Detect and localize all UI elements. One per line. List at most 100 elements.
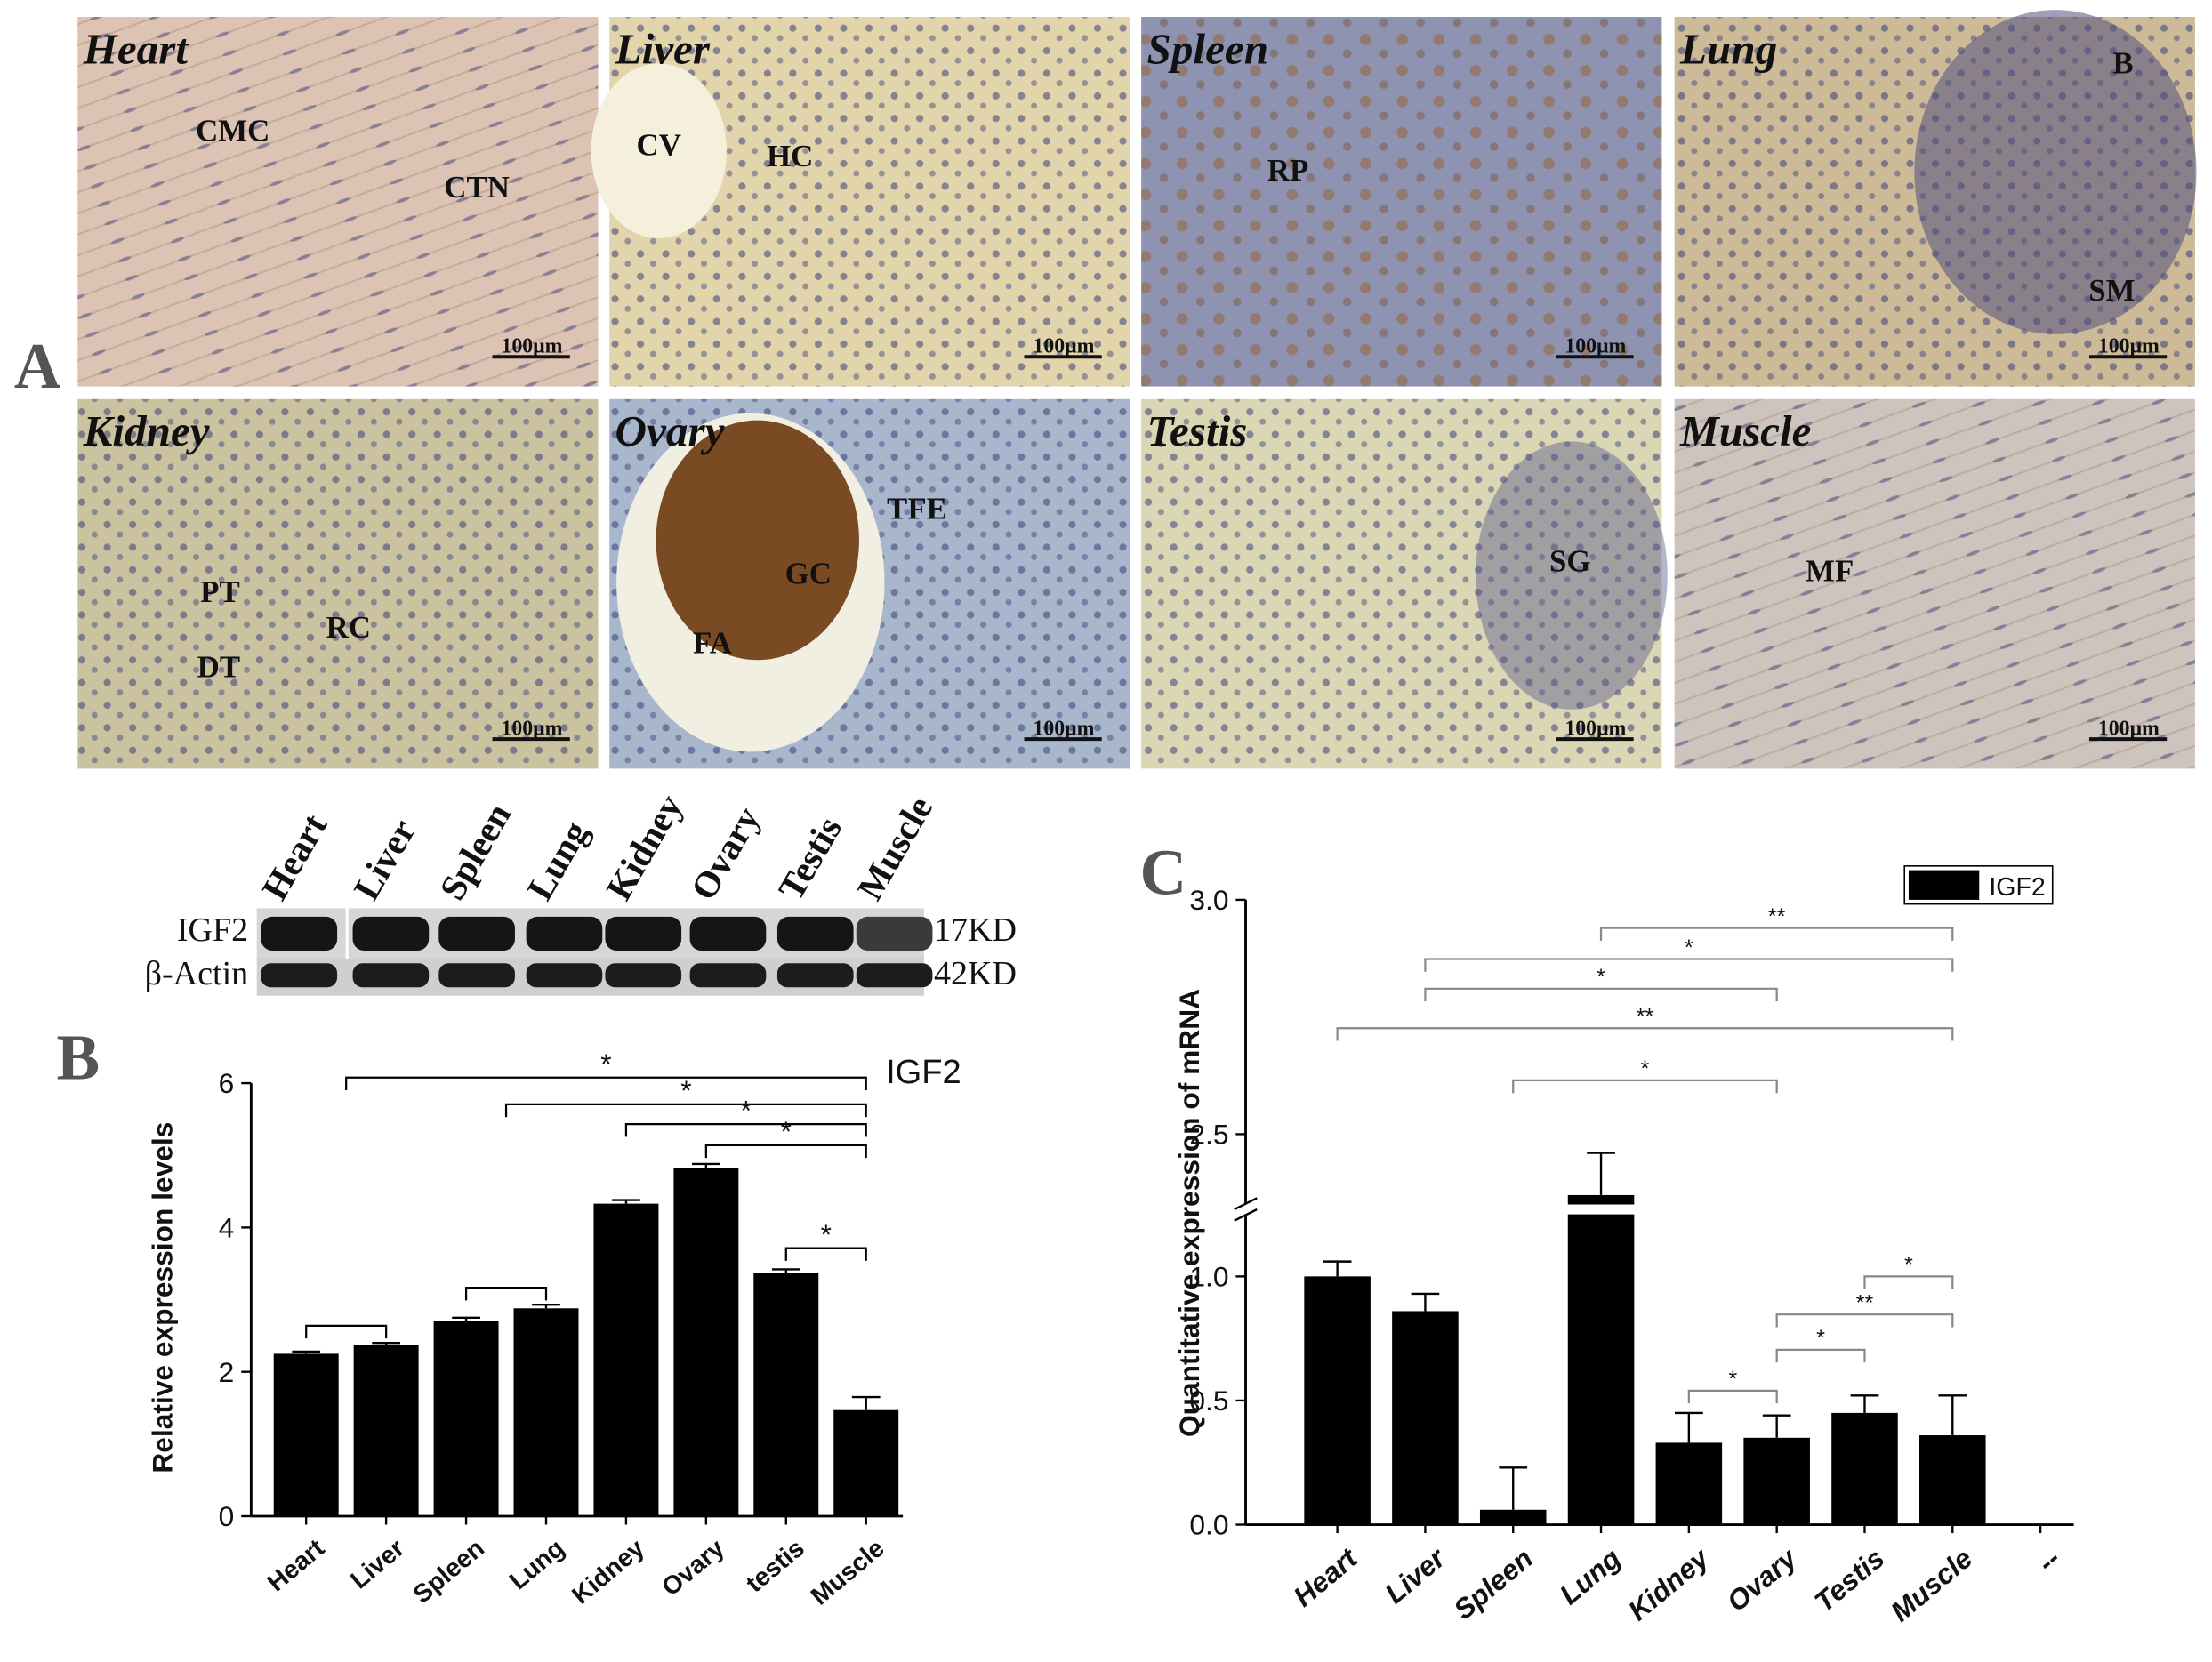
micrograph-texture bbox=[77, 398, 599, 769]
band bbox=[261, 963, 338, 988]
row-label: IGF2 bbox=[177, 911, 248, 949]
panel-title: Heart bbox=[83, 24, 189, 73]
panel-title: Ovary bbox=[615, 406, 725, 455]
error-bar bbox=[612, 1199, 640, 1204]
x-tick-label: Lung bbox=[1553, 1542, 1627, 1610]
band bbox=[352, 963, 430, 988]
y-tick-label: 4 bbox=[219, 1211, 235, 1243]
significance-label: * bbox=[821, 1218, 832, 1250]
panel-letter: B bbox=[56, 1021, 100, 1093]
y-tick-label: 0 bbox=[219, 1500, 235, 1532]
tubule bbox=[1476, 441, 1668, 710]
significance-bracket bbox=[305, 1324, 388, 1339]
band bbox=[438, 916, 515, 951]
significance-label: * bbox=[600, 1048, 611, 1080]
error-bar bbox=[1323, 1260, 1352, 1277]
micrograph-texture bbox=[1141, 17, 1662, 387]
structure-label: PT bbox=[200, 574, 240, 609]
x-tick-label: Heart bbox=[1287, 1541, 1363, 1613]
significance-bracket bbox=[345, 1076, 867, 1091]
x-tick-label: Muscle bbox=[806, 1534, 890, 1611]
error-bar bbox=[771, 1268, 800, 1273]
scale-bar-label: 100μm bbox=[2098, 335, 2160, 358]
band bbox=[689, 963, 767, 988]
micrograph-texture bbox=[1674, 398, 2195, 769]
significance-label: * bbox=[1597, 965, 1605, 990]
bar bbox=[593, 1203, 659, 1517]
bar bbox=[1392, 1311, 1459, 1525]
error-bar bbox=[1762, 1414, 1791, 1438]
x-tick-label: Muscle bbox=[1885, 1542, 1979, 1628]
structure-label: CTN bbox=[444, 170, 510, 205]
size-label: 17KD bbox=[934, 911, 1017, 949]
significance-label: * bbox=[1685, 935, 1693, 960]
bar bbox=[1479, 1509, 1547, 1525]
significance-bracket bbox=[1512, 1079, 1778, 1094]
scale-bar-label: 100μm bbox=[1564, 717, 1626, 740]
lane-label: Lung bbox=[519, 814, 596, 907]
error-bar bbox=[1850, 1394, 1879, 1413]
panel-letter: C bbox=[1140, 837, 1187, 909]
significance-label: * bbox=[1641, 1056, 1650, 1081]
structure-label: MF bbox=[1806, 553, 1854, 588]
error-bar bbox=[532, 1304, 560, 1309]
bar bbox=[1919, 1435, 1986, 1525]
structure-label: HC bbox=[767, 139, 813, 173]
x-tick-label: Kidney bbox=[567, 1534, 650, 1610]
structure-label: TFE bbox=[887, 492, 947, 526]
scale-bar-label: 100μm bbox=[1564, 335, 1626, 358]
y-tick-label: 2 bbox=[219, 1356, 235, 1388]
scale-bar-label: 100μm bbox=[1033, 717, 1094, 740]
x-tick-label: Testis bbox=[1808, 1542, 1890, 1618]
band bbox=[261, 916, 338, 951]
axis-break bbox=[1234, 1208, 1258, 1222]
significance-bracket bbox=[1424, 987, 1778, 1002]
x-tick-label: Liver bbox=[1379, 1541, 1452, 1610]
x-tick-label: Ovary bbox=[1721, 1541, 1804, 1618]
band bbox=[605, 963, 682, 988]
panel-a: A Heart CMC CTN 100μm Liver CV HC 100μm Spleen RP… bbox=[14, 10, 2197, 769]
structure-label: SM bbox=[2088, 273, 2135, 308]
error-bar bbox=[1587, 1152, 1615, 1195]
micrograph-texture bbox=[77, 17, 599, 387]
central-vein bbox=[591, 63, 727, 239]
significance-label: ** bbox=[1637, 1004, 1654, 1029]
bar bbox=[833, 1409, 899, 1517]
error-bar bbox=[1411, 1292, 1440, 1312]
scale-bar-label: 100μm bbox=[1033, 335, 1094, 358]
band bbox=[438, 963, 515, 988]
significance-bracket bbox=[1863, 1275, 1954, 1289]
x-tick-label: Lung bbox=[504, 1534, 570, 1595]
lane-label: Testis bbox=[770, 810, 849, 907]
error-bar bbox=[1938, 1394, 1967, 1436]
error-bar bbox=[1674, 1411, 1703, 1443]
structure-label: CV bbox=[637, 127, 681, 162]
y-tick-label: 0.0 bbox=[1189, 1509, 1228, 1541]
y-tick-label: 1.0 bbox=[1189, 1260, 1228, 1292]
structure-label: RC bbox=[326, 610, 371, 645]
scale-bar-label: 100μm bbox=[2098, 717, 2160, 740]
error-bar bbox=[372, 1342, 400, 1345]
significance-bracket bbox=[1687, 1389, 1778, 1404]
bar bbox=[1743, 1437, 1810, 1525]
x-tick-label: Spleen bbox=[408, 1534, 490, 1610]
structure-label: DT bbox=[197, 649, 240, 684]
structure-label: RP bbox=[1267, 153, 1308, 188]
panel-title: Muscle bbox=[1679, 406, 1811, 455]
scale-bar-label: 100μm bbox=[501, 335, 562, 358]
lane-label: Heart bbox=[253, 807, 334, 906]
band bbox=[776, 916, 854, 951]
lane-label: Kidney bbox=[598, 787, 690, 906]
bar-upper bbox=[1567, 1194, 1635, 1205]
significance-bracket bbox=[464, 1286, 548, 1301]
bar bbox=[513, 1308, 579, 1517]
y-tick-label: 0.5 bbox=[1189, 1385, 1228, 1417]
y-tick-label: 3.0 bbox=[1189, 884, 1228, 916]
legend-label: IGF2 bbox=[886, 1054, 961, 1091]
y-axis-label: Quantitative expression of mRNA bbox=[1173, 989, 1205, 1437]
structure-label: GC bbox=[785, 557, 832, 591]
band bbox=[526, 916, 603, 951]
